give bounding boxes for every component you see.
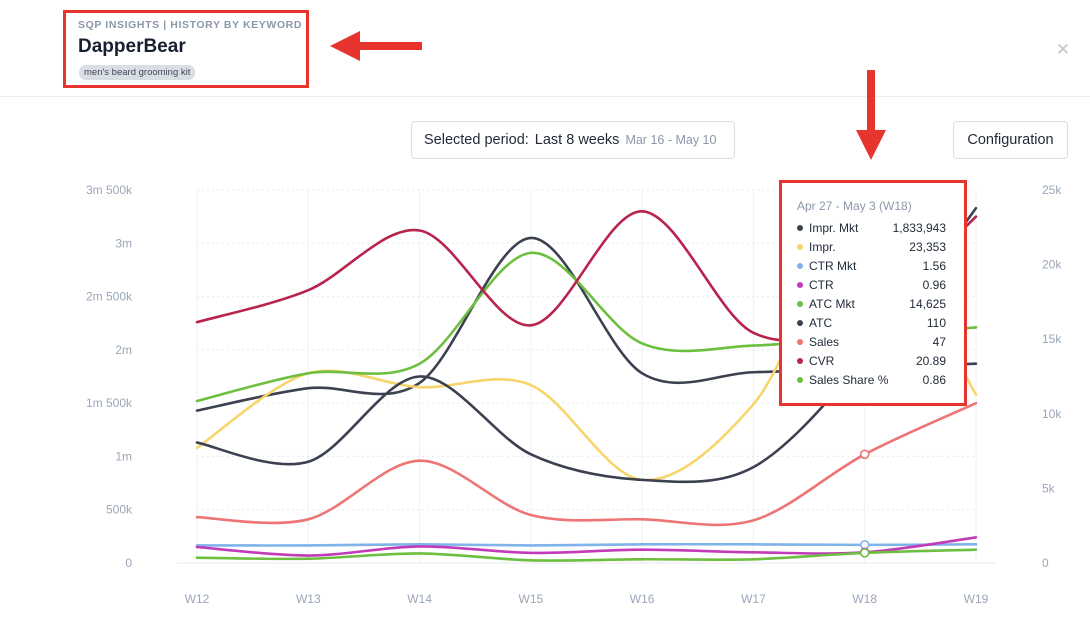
hover-point [859, 449, 870, 460]
tooltip-row: CTR 0.96 [797, 276, 946, 295]
period-label: Selected period: [424, 132, 529, 148]
tooltip-row: Impr. 23,353 [797, 238, 946, 257]
period-range: Mar 16 - May 10 [625, 133, 717, 147]
tooltip-row: Sales Share % 0.86 [797, 370, 946, 389]
tooltip-series-value: 1.56 [922, 259, 946, 274]
tooltip-row: ATC 110 [797, 313, 946, 332]
hover-point [859, 548, 870, 558]
tooltip-series-value: 20.89 [915, 353, 946, 368]
x-tick-label: W13 [296, 592, 321, 606]
tooltip-series-value: 23,353 [909, 240, 946, 255]
legend-dot-icon [797, 225, 803, 232]
legend-dot-icon [797, 338, 803, 345]
y-left-tick-label: 0 [125, 556, 132, 570]
x-tick-label: W15 [519, 592, 544, 606]
y-left-tick-label: 1m 500k [86, 396, 133, 410]
page-eyebrow: SQP INSIGHTS | HISTORY BY KEYWORD [78, 19, 303, 31]
legend-dot-icon [797, 263, 803, 270]
tooltip-row: Sales 47 [797, 332, 946, 351]
y-left-tick-label: 2m 500k [86, 290, 133, 304]
configuration-button[interactable]: Configuration [953, 121, 1068, 159]
tooltip-series-name: CTR [809, 278, 834, 293]
series-line-sales-share- [195, 548, 978, 562]
tooltip-series-value: 0.96 [922, 278, 946, 293]
chart-tooltip: Apr 27 - May 3 (W18) Impr. Mkt 1,833,943 I… [779, 180, 967, 406]
x-tick-label: W14 [407, 592, 432, 606]
tooltip-series-value: 0.86 [922, 372, 946, 387]
legend-dot-icon [797, 376, 803, 383]
tooltip-row: Impr. Mkt 1,833,943 [797, 219, 946, 238]
tooltip-row: CTR Mkt 1.56 [797, 257, 946, 276]
series-line-sales [195, 401, 978, 527]
tooltip-series-name: Sales Share % [809, 372, 889, 387]
tooltip-series-value: 110 [926, 315, 946, 330]
tooltip-series-name: Sales [809, 334, 840, 349]
tooltip-row: ATC Mkt 14,625 [797, 295, 946, 314]
tooltip-series-name: ATC [809, 315, 833, 330]
tooltip-series-value: 47 [932, 334, 946, 349]
x-tick-label: W16 [630, 592, 655, 606]
header-divider [0, 96, 1090, 97]
legend-dot-icon [797, 282, 803, 289]
y-left-tick-label: 500k [106, 503, 133, 517]
y-right-tick-label: 0 [1042, 556, 1049, 570]
legend-dot-icon [797, 357, 803, 364]
keyword-badge: men's beard grooming kit [79, 65, 196, 80]
tooltip-series-value: 1,833,943 [892, 221, 946, 236]
header-highlight-box [63, 10, 309, 88]
legend-dot-icon [797, 244, 803, 251]
annotation-arrow-down-icon [856, 70, 886, 160]
legend-dot-icon [797, 319, 803, 326]
tooltip-series-name: ATC Mkt [809, 297, 855, 311]
tooltip-series-name: Impr. [809, 240, 836, 255]
tooltip-series-name: CVR [809, 353, 835, 368]
annotation-arrow-left-icon [330, 31, 422, 61]
tooltip-title: Apr 27 - May 3 (W18) [797, 199, 912, 213]
page-title: DapperBear [78, 36, 186, 57]
tooltip-series-name: CTR Mkt [809, 259, 857, 274]
y-right-tick-label: 5k [1042, 481, 1056, 495]
series-line-ctr-mkt [195, 542, 978, 547]
tooltip-series-value: 14,625 [909, 297, 946, 311]
legend-dot-icon [797, 301, 803, 307]
x-tick-label: W18 [852, 592, 877, 606]
tooltip-series-name: Impr. Mkt [809, 221, 859, 236]
y-left-tick-label: 2m [115, 343, 132, 357]
period-value: Last 8 weeks [534, 132, 620, 148]
period-selector[interactable]: Selected period: Last 8 weeks Mar 16 - M… [411, 121, 735, 159]
y-left-tick-label: 1m [115, 449, 132, 463]
y-right-tick-label: 25k [1042, 183, 1062, 197]
y-left-tick-label: 3m [115, 236, 132, 250]
x-tick-label: W19 [964, 592, 989, 606]
x-tick-label: W17 [741, 592, 766, 606]
close-icon[interactable]: ✕ [1055, 40, 1071, 59]
tooltip-row: CVR 20.89 [797, 351, 946, 370]
y-right-tick-label: 10k [1042, 407, 1062, 421]
x-tick-label: W12 [185, 592, 210, 606]
y-left-tick-label: 3m 500k [86, 183, 133, 197]
y-right-tick-label: 15k [1042, 332, 1062, 346]
y-right-tick-label: 20k [1042, 258, 1062, 272]
